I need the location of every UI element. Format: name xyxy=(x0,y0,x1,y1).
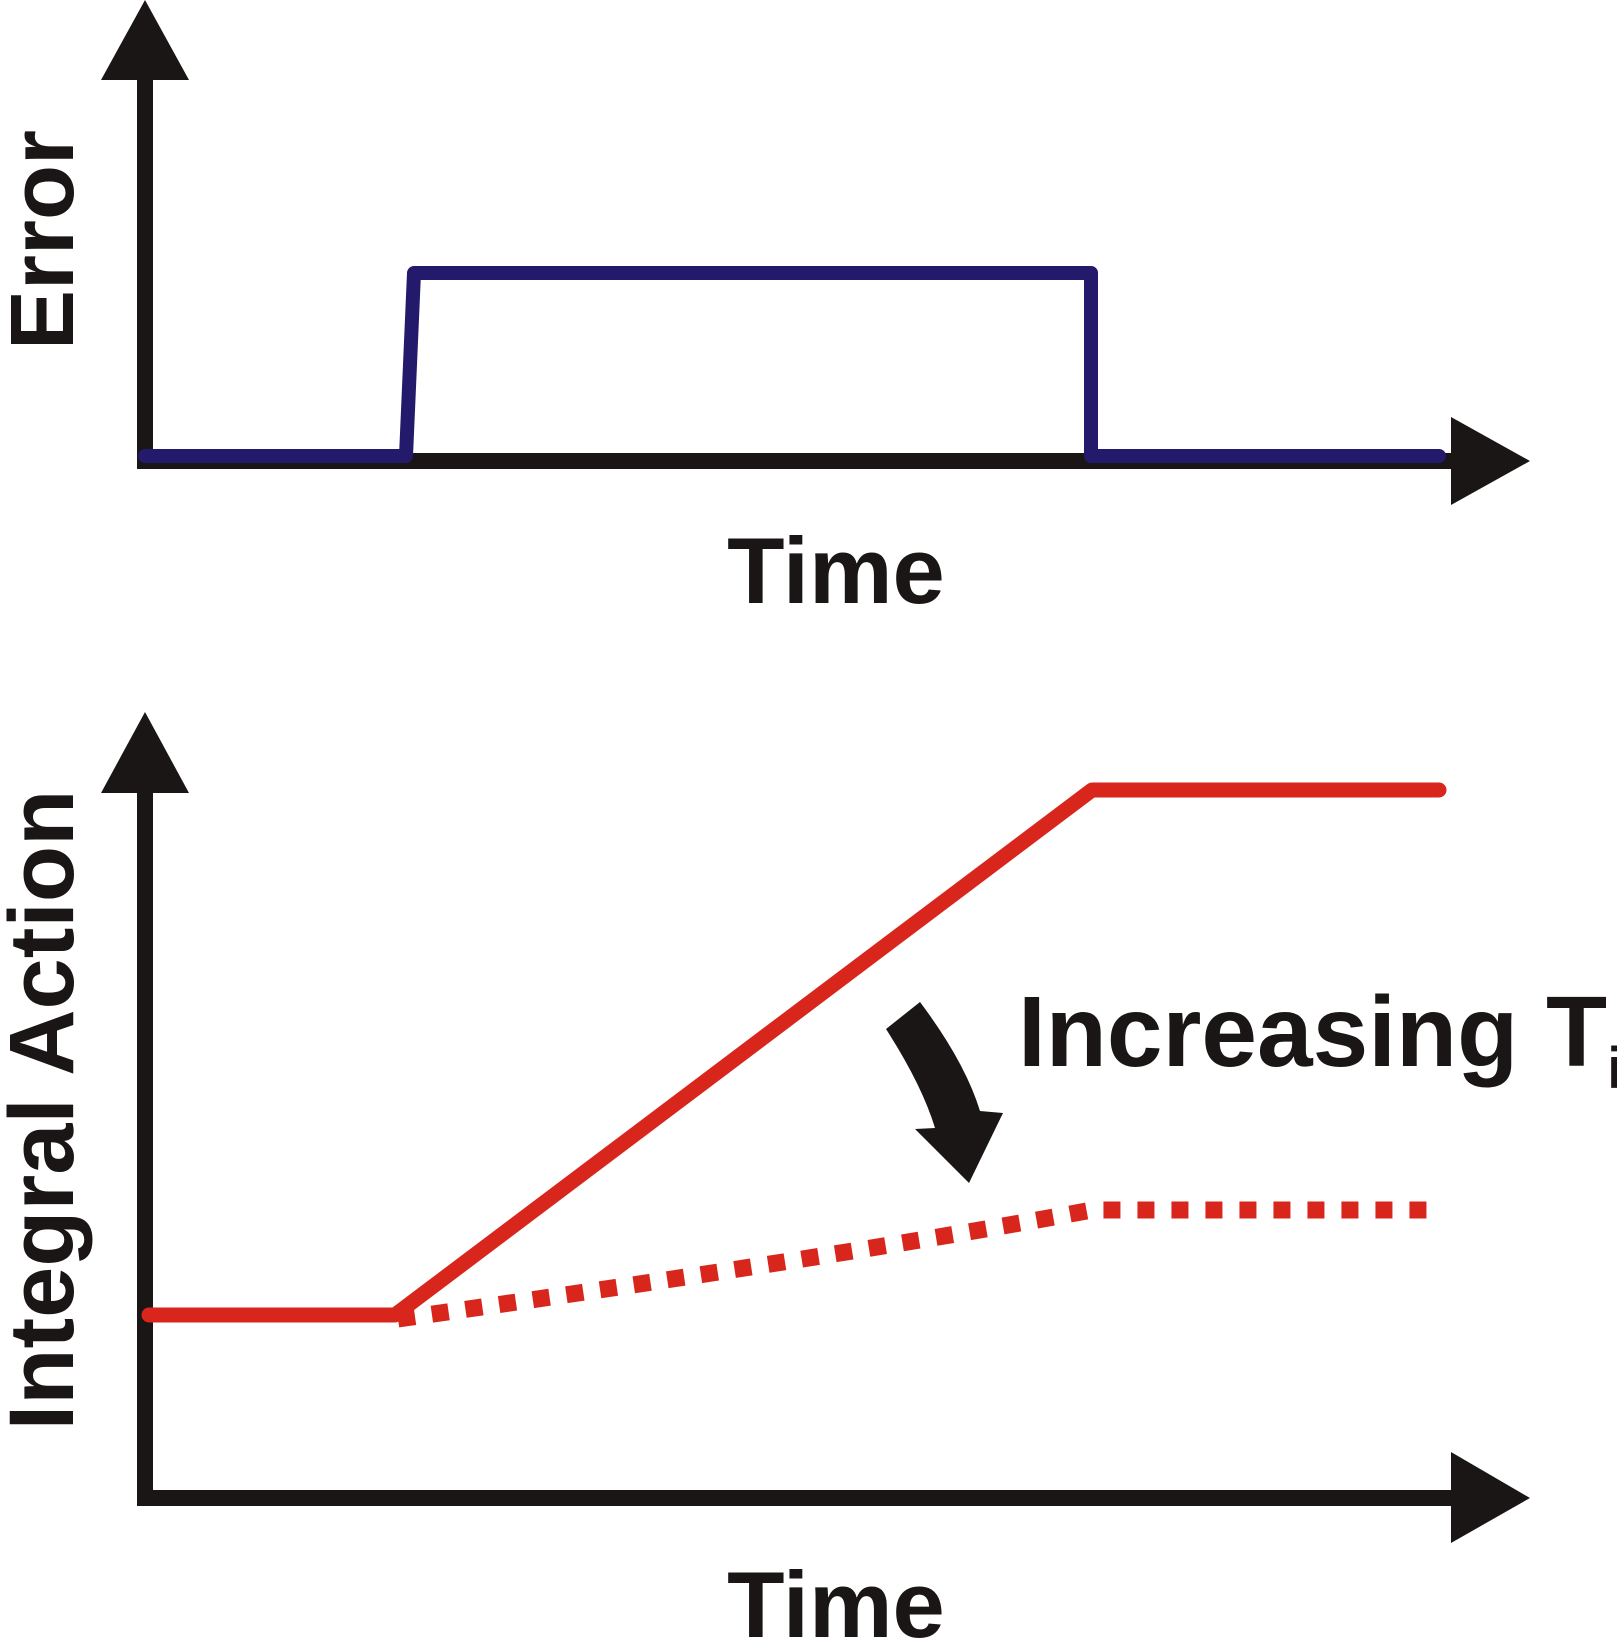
integral-x-axis-arrowhead xyxy=(1451,1452,1530,1543)
increasing-ti-subscript: i xyxy=(1607,1036,1617,1101)
integral-time-label: Time xyxy=(727,1552,945,1639)
error-axis-label: Error xyxy=(0,130,93,350)
integral-action-panel: Increasing Ti Integral Action Time xyxy=(0,712,1617,1639)
integral-action-dotted-line xyxy=(396,1201,1439,1328)
error-y-axis-arrowhead xyxy=(101,0,189,80)
increasing-ti-text: Increasing T xyxy=(1018,976,1607,1088)
error-x-axis-arrowhead xyxy=(1451,417,1530,505)
integral-action-axis-label: Integral Action xyxy=(0,790,93,1431)
error-panel: Error Time xyxy=(0,0,1530,623)
increasing-ti-arrow-icon xyxy=(886,1002,1003,1183)
integral-action-solid-line xyxy=(141,782,1447,1323)
increasing-ti-label: Increasing Ti xyxy=(1018,976,1617,1101)
error-time-label: Time xyxy=(727,518,945,623)
integral-y-axis-arrowhead xyxy=(101,712,189,793)
error-signal-line xyxy=(138,266,1446,463)
